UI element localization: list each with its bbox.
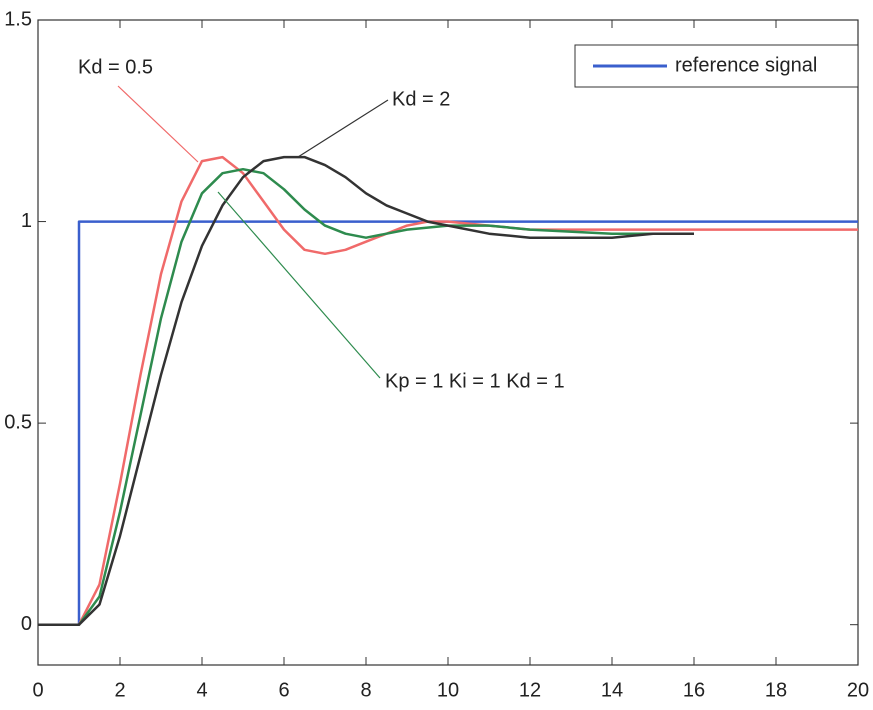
chart: 0 2 4 6 8 10 12 14 16 18 20 0 0.5 1 1.5 Kd = 0.5 Kd = 2 K…	[0, 0, 873, 710]
y-tick-label: 1	[21, 210, 32, 232]
plot-frame	[38, 20, 858, 665]
x-tick-label: 0	[32, 679, 43, 701]
x-tick-label: 6	[278, 679, 289, 701]
annotation: Kd = 0.5	[78, 56, 153, 78]
y-tick-label: 1.5	[4, 8, 32, 30]
annotation: Kp = 1 Ki = 1 Kd = 1	[385, 370, 565, 392]
x-tick-label: 4	[196, 679, 207, 701]
x-tick-label: 18	[765, 679, 787, 701]
y-tick-label: 0.5	[4, 411, 32, 433]
series-line	[38, 222, 858, 625]
x-tick-label: 16	[683, 679, 705, 701]
x-tick-label: 8	[360, 679, 371, 701]
annotation-leader	[218, 192, 380, 378]
legend-label: reference signal	[675, 54, 817, 76]
y-tick-label: 0	[21, 613, 32, 635]
x-tick-label: 12	[519, 679, 541, 701]
x-tick-label: 10	[437, 679, 459, 701]
annotation-leader	[118, 86, 198, 162]
annotation: Kd = 2	[392, 88, 450, 110]
annotation-leader	[298, 100, 388, 157]
x-tick-label: 2	[114, 679, 125, 701]
x-tick-label: 14	[601, 679, 623, 701]
x-tick-label: 20	[847, 679, 869, 701]
